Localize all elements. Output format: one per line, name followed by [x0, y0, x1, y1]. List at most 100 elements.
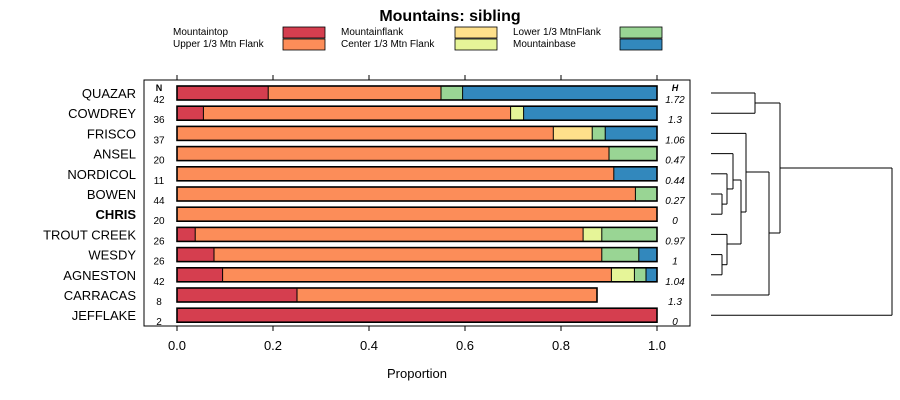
legend-label: Mountaintop: [173, 27, 228, 38]
bar-segment: [646, 267, 657, 282]
h-value: 0.44: [665, 176, 685, 187]
category-label: JEFFLAKE: [72, 308, 137, 323]
legend-label: Center 1/3 Mtn Flank: [341, 39, 435, 50]
h-value: 0.47: [665, 156, 685, 167]
h-value: 0: [672, 216, 678, 227]
h-value: 0: [672, 317, 678, 328]
legend-swatch: [619, 26, 663, 39]
n-value: 42: [153, 277, 165, 288]
category-label: AGNESTON: [63, 268, 136, 283]
bar-outline: [176, 226, 658, 243]
bar-outline: [176, 266, 658, 283]
bar-segment: [462, 86, 657, 100]
x-tick-label: 0.4: [360, 338, 378, 353]
bar-row: JEFFLAKE 2 0: [72, 307, 678, 328]
h-value: 1: [672, 257, 678, 268]
x-tick-label: 0.0: [168, 338, 186, 353]
bar-segment: [177, 146, 609, 161]
legend-label: Lower 1/3 MtnFlank: [513, 27, 602, 38]
chart-title: Mountains: sibling: [379, 8, 520, 25]
bar-outline: [176, 105, 658, 121]
category-label: BOWEN: [87, 187, 136, 202]
h-value: 1.72: [665, 95, 685, 106]
bar-row: ANSEL 20 0.47: [93, 145, 685, 167]
legend-swatch: [454, 38, 498, 51]
bar-segment: [177, 126, 554, 141]
h-value: 1.3: [668, 297, 682, 308]
bar-outline: [176, 307, 658, 324]
bar-outline: [176, 145, 658, 162]
category-label: TROUT CREEK: [43, 227, 136, 242]
bar-segment: [583, 227, 602, 242]
bar-segment: [177, 288, 297, 302]
legend-label: Mountainflank: [341, 27, 404, 38]
bar-segment: [523, 106, 657, 121]
category-label: QUAZAR: [82, 86, 136, 101]
legend-swatch: [282, 26, 326, 39]
bar-segment: [553, 126, 593, 141]
x-tick-label: 0.8: [552, 338, 570, 353]
category-label: CHRIS: [96, 207, 137, 222]
n-value: 36: [153, 115, 165, 126]
bar-outline: [176, 206, 658, 222]
bar-segment: [177, 106, 204, 121]
bar-row: AGNESTON 42 1.04: [63, 266, 685, 288]
h-value: 1.06: [665, 135, 685, 146]
bar-row: CHRIS 20 0: [96, 206, 678, 227]
n-value: 44: [153, 196, 165, 207]
category-label: CARRACAS: [64, 288, 137, 303]
bar-segment: [638, 247, 657, 262]
category-label: FRISCO: [87, 126, 136, 141]
legend-swatch: [282, 38, 326, 51]
x-axis: 0.0 0.2 0.4 0.6 0.8 1.0: [168, 75, 666, 353]
bar-segment: [510, 106, 524, 121]
bar-outline: [176, 246, 658, 263]
legend-label: Upper 1/3 Mtn Flank: [173, 39, 265, 50]
bar-segment: [613, 166, 657, 181]
bar-outline: [176, 186, 658, 202]
bar-segment: [177, 247, 214, 262]
h-value: 1.04: [665, 277, 685, 288]
n-value: 26: [153, 257, 165, 268]
bar-segment: [611, 267, 635, 282]
bar-segment: [203, 106, 511, 121]
bar-row: WESDY 26 1: [88, 246, 678, 268]
bar-row: CARRACAS 8 1.3: [64, 287, 682, 308]
n-value: 20: [153, 216, 165, 227]
bar-segment: [177, 267, 223, 282]
x-tick-label: 0.2: [264, 338, 282, 353]
bar-row: COWDREY 36 1.3: [68, 105, 682, 126]
bar-row: TROUT CREEK 26 0.97: [43, 226, 685, 247]
bar-row: FRISCO 37 1.06: [87, 125, 685, 146]
n-value: 37: [153, 135, 165, 146]
n-value: 20: [153, 156, 165, 167]
bar-segment: [177, 86, 269, 100]
bar-row: NORDICOL 11 0.44: [67, 166, 685, 187]
h-header: H: [672, 83, 679, 93]
bar-segment: [177, 227, 196, 242]
n-value: 26: [153, 236, 165, 247]
h-value: 0.27: [665, 196, 685, 207]
n-header: N: [156, 83, 163, 93]
x-tick-label: 1.0: [648, 338, 666, 353]
bar-segment: [441, 86, 463, 100]
bar-outline: [176, 85, 658, 101]
bar-segment: [177, 207, 657, 222]
bar-row: BOWEN 44 0.27: [87, 186, 685, 207]
bar-segment: [605, 126, 657, 141]
x-tick-label: 0.6: [456, 338, 474, 353]
n-value: 2: [156, 317, 162, 328]
legend-label: Mountainbase: [513, 39, 576, 50]
bar-segment: [222, 267, 612, 282]
legend-swatch: [454, 26, 498, 39]
bar-segment: [634, 267, 646, 282]
n-value: 11: [154, 176, 165, 187]
bar-segment: [177, 187, 636, 201]
bar-segment: [601, 227, 657, 242]
bar-outline: [176, 287, 598, 303]
bar-outline: [176, 125, 658, 142]
dendrogram: [711, 92, 893, 316]
bar-segment: [601, 247, 639, 262]
